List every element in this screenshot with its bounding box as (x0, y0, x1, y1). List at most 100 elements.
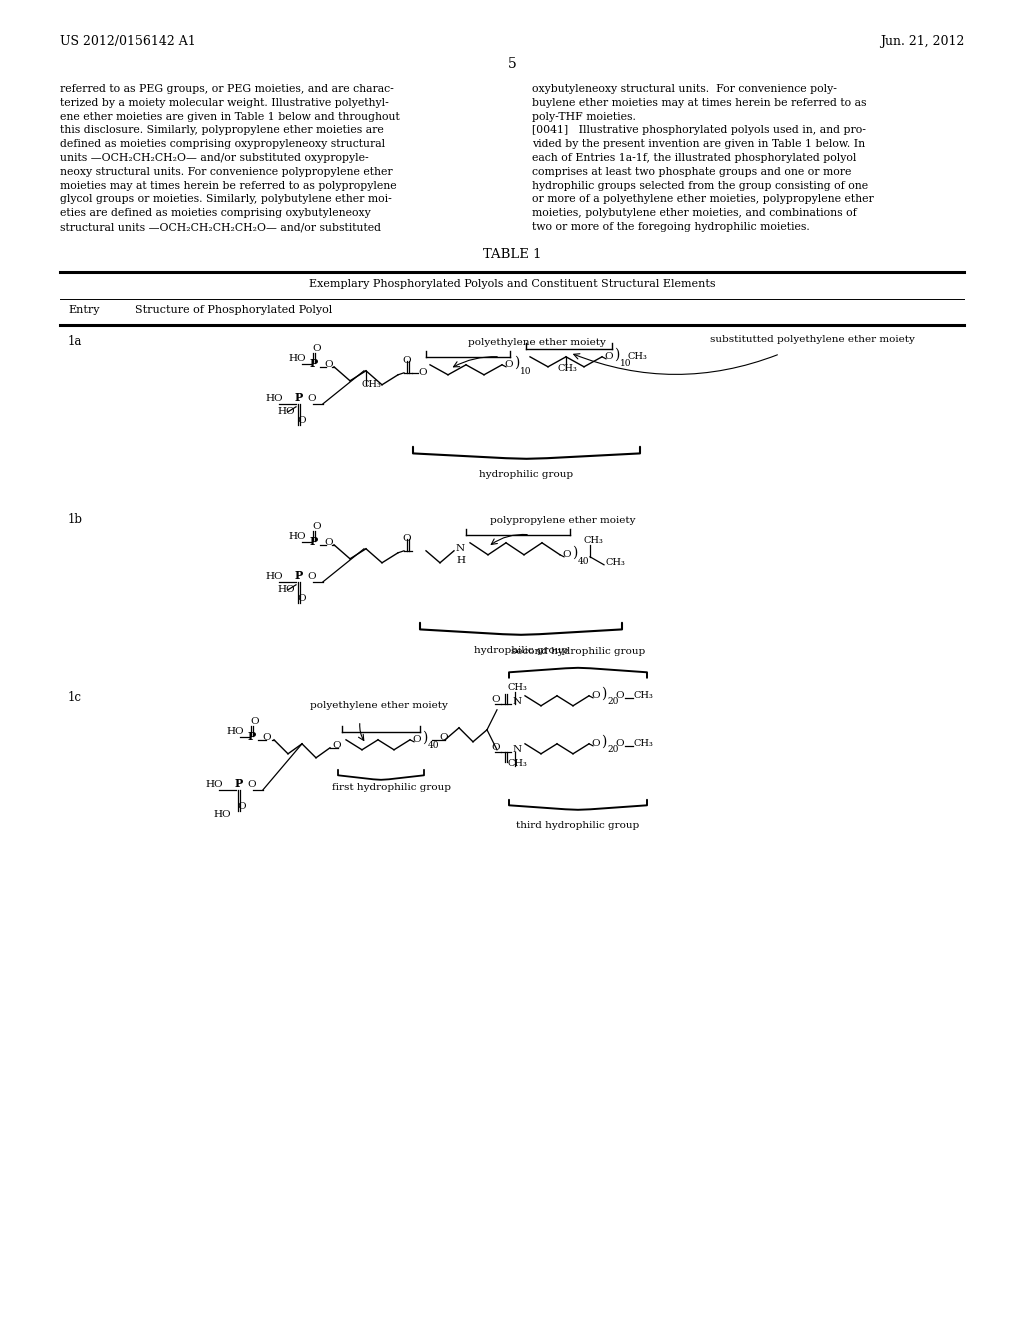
Text: CH₃: CH₃ (633, 739, 653, 748)
Text: HO: HO (213, 809, 230, 818)
Text: O: O (324, 360, 333, 368)
Text: HO: HO (265, 572, 283, 581)
Text: HO: HO (205, 780, 222, 789)
Text: polyethylene ether moiety: polyethylene ether moiety (468, 338, 606, 347)
Text: CH₃: CH₃ (584, 536, 604, 545)
Text: poly-THF moieties.: poly-THF moieties. (532, 112, 636, 121)
Text: HO: HO (226, 727, 244, 735)
Text: O: O (504, 360, 513, 368)
Text: O: O (412, 735, 421, 743)
Text: O: O (591, 739, 600, 748)
Text: P: P (234, 777, 244, 789)
Text: CH₃: CH₃ (362, 380, 382, 389)
Text: O: O (312, 343, 321, 352)
Text: O: O (402, 356, 411, 364)
Text: ): ) (572, 545, 578, 560)
Text: O: O (591, 690, 600, 700)
Text: comprises at least two phosphate groups and one or more: comprises at least two phosphate groups … (532, 166, 851, 177)
Text: oxybutyleneoxy structural units.  For convenience poly-: oxybutyleneoxy structural units. For con… (532, 84, 837, 94)
Text: 1a: 1a (68, 335, 82, 347)
Text: HO: HO (265, 393, 283, 403)
Text: hydrophilic groups selected from the group consisting of one: hydrophilic groups selected from the gro… (532, 181, 868, 190)
Text: third hydrophilic group: third hydrophilic group (516, 821, 640, 830)
Text: Exemplary Phosphorylated Polyols and Constituent Structural Elements: Exemplary Phosphorylated Polyols and Con… (308, 279, 716, 289)
Text: N: N (513, 697, 522, 706)
Text: eties are defined as moieties comprising oxybutyleneoxy: eties are defined as moieties comprising… (60, 209, 371, 218)
Text: P: P (295, 570, 303, 581)
Text: Jun. 21, 2012: Jun. 21, 2012 (880, 36, 964, 48)
Text: HO: HO (278, 585, 295, 594)
Text: O: O (297, 594, 305, 603)
Text: this disclosure. Similarly, polypropylene ether moieties are: this disclosure. Similarly, polypropylen… (60, 125, 384, 136)
Text: HO: HO (288, 532, 305, 541)
Text: Entry: Entry (68, 305, 99, 314)
Text: 20: 20 (607, 744, 618, 754)
Text: structural units —OCH₂CH₂CH₂CH₂O— and/or substituted: structural units —OCH₂CH₂CH₂CH₂O— and/or… (60, 222, 381, 232)
Text: ): ) (514, 356, 519, 370)
Text: hydrophilic group: hydrophilic group (479, 470, 573, 479)
Text: buylene ether moieties may at times herein be referred to as: buylene ether moieties may at times here… (532, 98, 866, 108)
Text: CH₃: CH₃ (558, 364, 578, 372)
Text: O: O (250, 717, 259, 726)
Text: ): ) (614, 347, 620, 362)
Text: two or more of the foregoing hydrophilic moieties.: two or more of the foregoing hydrophilic… (532, 222, 810, 232)
Text: O: O (332, 741, 341, 750)
Text: vided by the present invention are given in Table 1 below. In: vided by the present invention are given… (532, 139, 865, 149)
Text: US 2012/0156142 A1: US 2012/0156142 A1 (60, 36, 196, 48)
Text: polypropylene ether moiety: polypropylene ether moiety (490, 516, 636, 525)
Text: referred to as PEG groups, or PEG moieties, and are charac-: referred to as PEG groups, or PEG moieti… (60, 84, 394, 94)
Text: HO: HO (288, 354, 305, 363)
Text: H: H (456, 556, 465, 565)
Text: O: O (439, 733, 447, 742)
Text: glycol groups or moieties. Similarly, polybutylene ether moi-: glycol groups or moieties. Similarly, po… (60, 194, 392, 205)
Text: moieties may at times herein be referred to as polypropylene: moieties may at times herein be referred… (60, 181, 396, 190)
Text: 40: 40 (578, 557, 590, 566)
Text: 20: 20 (607, 697, 618, 706)
Text: CH₃: CH₃ (628, 352, 648, 360)
Text: moieties, polybutylene ether moieties, and combinations of: moieties, polybutylene ether moieties, a… (532, 209, 857, 218)
Text: O: O (615, 690, 624, 700)
Text: TABLE 1: TABLE 1 (482, 248, 542, 261)
Text: O: O (324, 537, 333, 546)
Text: O: O (615, 739, 624, 748)
Text: O: O (312, 521, 321, 531)
Text: defined as moieties comprising oxypropyleneoxy structural: defined as moieties comprising oxypropyl… (60, 139, 385, 149)
Text: hydrophilic group: hydrophilic group (474, 645, 568, 655)
Text: CH₃: CH₃ (606, 558, 626, 566)
Text: O: O (262, 733, 270, 742)
Text: CH₃: CH₃ (507, 682, 527, 692)
Text: units —OCH₂CH₂CH₂O— and/or substituted oxypropyle-: units —OCH₂CH₂CH₂O— and/or substituted o… (60, 153, 369, 162)
Text: ): ) (601, 735, 606, 748)
Text: polyethylene ether moiety: polyethylene ether moiety (310, 701, 447, 710)
Text: O: O (562, 550, 570, 558)
Text: first hydrophilic group: first hydrophilic group (332, 783, 451, 792)
Text: O: O (307, 393, 315, 403)
Text: N: N (513, 744, 522, 754)
Text: or more of a polyethylene ether moieties, polypropylene ether: or more of a polyethylene ether moieties… (532, 194, 873, 205)
Text: HO: HO (278, 407, 295, 416)
Text: O: O (418, 368, 427, 376)
Text: N: N (456, 544, 465, 553)
Text: P: P (310, 358, 318, 368)
Text: O: O (402, 533, 411, 543)
Text: O: O (604, 352, 612, 360)
Text: 1b: 1b (68, 512, 83, 525)
Text: CH₃: CH₃ (633, 690, 653, 700)
Text: second hydrophilic group: second hydrophilic group (511, 647, 645, 656)
Text: O: O (490, 694, 500, 704)
Text: Structure of Phosphorylated Polyol: Structure of Phosphorylated Polyol (135, 305, 332, 314)
Text: ): ) (422, 731, 427, 744)
Text: CH₃: CH₃ (507, 759, 527, 768)
Text: terized by a moiety molecular weight. Illustrative polyethyl-: terized by a moiety molecular weight. Il… (60, 98, 389, 108)
Text: P: P (295, 392, 303, 403)
Text: O: O (247, 780, 256, 789)
Text: O: O (307, 572, 315, 581)
Text: ene ether moieties are given in Table 1 below and throughout: ene ether moieties are given in Table 1 … (60, 112, 399, 121)
Text: P: P (310, 536, 318, 546)
Text: [0041]   Illustrative phosphorylated polyols used in, and pro-: [0041] Illustrative phosphorylated polyo… (532, 125, 866, 136)
Text: ): ) (601, 686, 606, 701)
Text: substitutted polyethylene ether moiety: substitutted polyethylene ether moiety (710, 335, 914, 343)
Text: 10: 10 (620, 359, 632, 368)
Text: 5: 5 (508, 57, 516, 71)
Text: P: P (248, 731, 256, 742)
